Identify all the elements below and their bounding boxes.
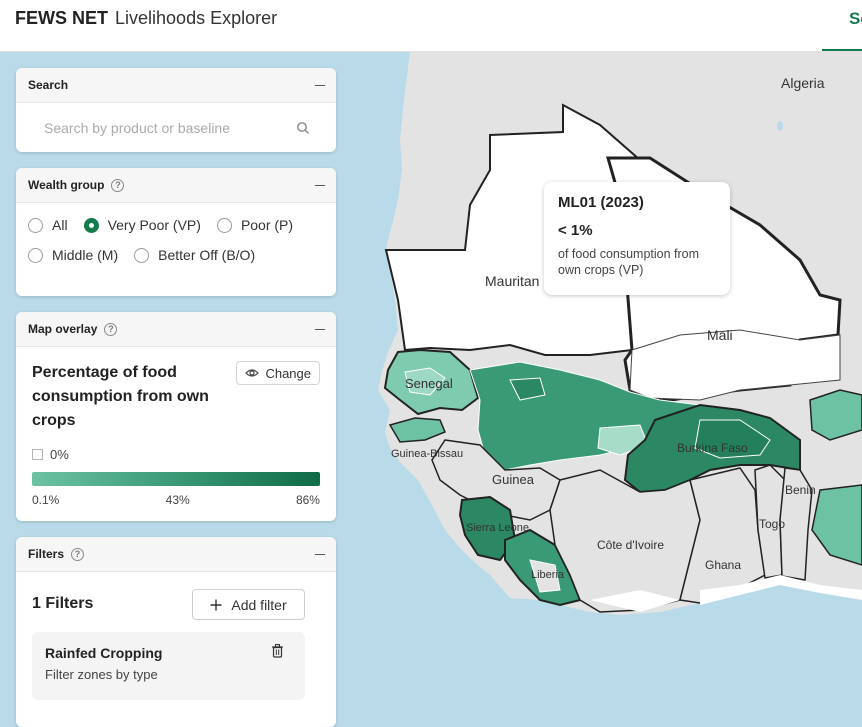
filters-header: Filters ? [16, 537, 336, 572]
collapse-icon[interactable] [314, 79, 326, 91]
map-overlay-title: Map overlay [28, 322, 98, 336]
help-icon[interactable]: ? [111, 178, 125, 192]
map-label-guinea-bissau: Guinea-Bissau [391, 448, 463, 460]
search-panel-header: Search [16, 68, 336, 103]
trash-icon[interactable] [272, 644, 283, 658]
legend-max-label: 86% [295, 493, 320, 507]
filter-name: Rainfed Cropping [45, 645, 163, 661]
filters-count: 1 Filters [32, 595, 94, 612]
collapse-icon[interactable] [314, 548, 326, 560]
app-title: Livelihoods Explorer [115, 8, 278, 28]
legend-zero-label: 0% [50, 447, 69, 462]
wealth-group-panel: Wealth group ? All Very Poor (VP) Poor (… [16, 168, 336, 296]
map-label-algeria: Algeria [781, 75, 825, 91]
tooltip-title: ML01 (2023) [558, 194, 644, 211]
map-label-mauritania: Mauritan [485, 273, 539, 289]
search-box [28, 111, 324, 145]
app-brand[interactable]: FEWS NET Livelihoods Explorer [15, 8, 277, 29]
overlay-heading: Percentage of food consumption from own … [32, 364, 209, 429]
radio-label: All [52, 217, 68, 233]
map-overlay-header: Map overlay ? [16, 312, 336, 347]
search-input[interactable] [42, 119, 282, 137]
search-icon[interactable] [296, 121, 310, 135]
radio-label: Better Off (B/O) [158, 247, 256, 263]
top-header: FEWS NET Livelihoods Explorer Se [0, 0, 862, 52]
add-filter-label: Add filter [231, 596, 287, 613]
filters-panel: Filters ? 1 Filters Add filter Rainfed C… [16, 537, 336, 727]
legend-ticks: 0.1% 43% 86% [32, 493, 320, 507]
radio-middle[interactable]: Middle (M) [28, 247, 118, 263]
help-icon[interactable]: ? [71, 547, 85, 561]
change-overlay-button[interactable]: Change [236, 361, 320, 385]
map-overlay-panel: Map overlay ? Percentage of food consump… [16, 312, 336, 521]
wealth-group-header: Wealth group ? [16, 168, 336, 203]
map-label-benin: Benin [785, 483, 816, 497]
wealth-radio-row-1: All Very Poor (VP) Poor (P) [16, 210, 336, 240]
legend-swatch-zero [32, 449, 43, 460]
radio-label: Very Poor (VP) [107, 217, 201, 233]
map-tooltip: ML01 (2023) < 1% of food consumption fro… [544, 182, 730, 295]
map-label-mali: Mali [707, 327, 733, 343]
plus-icon [210, 599, 222, 610]
wealth-radio-row-2: Middle (M) Better Off (B/O) [16, 240, 336, 270]
filter-description: Filter zones by type [45, 667, 158, 682]
map-label-ghana: Ghana [705, 558, 741, 572]
filters-title: Filters [28, 547, 65, 561]
radio-circle[interactable] [28, 247, 43, 263]
legend-gradient-bar [32, 472, 320, 486]
search-panel: Search [16, 68, 336, 152]
radio-circle[interactable] [28, 217, 43, 233]
radio-label: Poor (P) [240, 217, 294, 233]
map-label-togo: Togo [759, 517, 785, 531]
map-overlay-body: Percentage of food consumption from own … [16, 347, 336, 518]
brand-name: FEWS NET [15, 8, 108, 28]
map-label-guinea: Guinea [492, 472, 535, 487]
map-label-cote-divoire: Côte d'Ivoire [597, 538, 664, 552]
map-label-liberia: Liberia [531, 569, 565, 581]
radio-circle[interactable] [216, 217, 232, 233]
change-button-label: Change [265, 365, 311, 381]
collapse-icon[interactable] [314, 179, 326, 191]
wealth-group-title: Wealth group [28, 178, 105, 192]
nav-tab-active[interactable]: Se [822, 9, 862, 51]
help-icon[interactable]: ? [104, 322, 118, 336]
radio-very-poor[interactable]: Very Poor (VP) [83, 217, 201, 233]
radio-better-off[interactable]: Better Off (B/O) [134, 247, 255, 263]
legend-min-label: 0.1% [32, 493, 60, 507]
map-label-burkina-faso: Burkina Faso [677, 441, 748, 455]
add-filter-button[interactable]: Add filter [192, 589, 305, 620]
map-canvas[interactable]: Algeria Mauritan Mali Senegal Guinea-Bis… [0, 52, 862, 705]
map-label-senegal: Senegal [405, 376, 453, 391]
map-svg[interactable]: Algeria Mauritan Mali Senegal Guinea-Bis… [0, 52, 862, 705]
radio-circle[interactable] [134, 247, 150, 263]
radio-all[interactable]: All [28, 217, 68, 233]
map-label-sierra-leone: Sierra Leone [466, 522, 529, 534]
radio-poor[interactable]: Poor (P) [216, 217, 294, 233]
legend-mid-label: 43% [165, 493, 190, 507]
tooltip-description: of food consumption from own crops (VP) [558, 247, 700, 277]
no-data-legend: 0% [32, 447, 320, 462]
radio-label: Middle (M) [52, 247, 119, 263]
filters-body: 1 Filters Add filter Rainfed Cropping Fi… [16, 572, 336, 712]
eye-icon [245, 369, 260, 377]
collapse-icon[interactable] [314, 323, 326, 335]
search-panel-title: Search [28, 78, 69, 92]
tooltip-value: < 1% [558, 222, 593, 239]
filter-card[interactable]: Rainfed Cropping Filter zones by type [32, 632, 305, 700]
radio-circle-selected[interactable] [83, 217, 99, 233]
